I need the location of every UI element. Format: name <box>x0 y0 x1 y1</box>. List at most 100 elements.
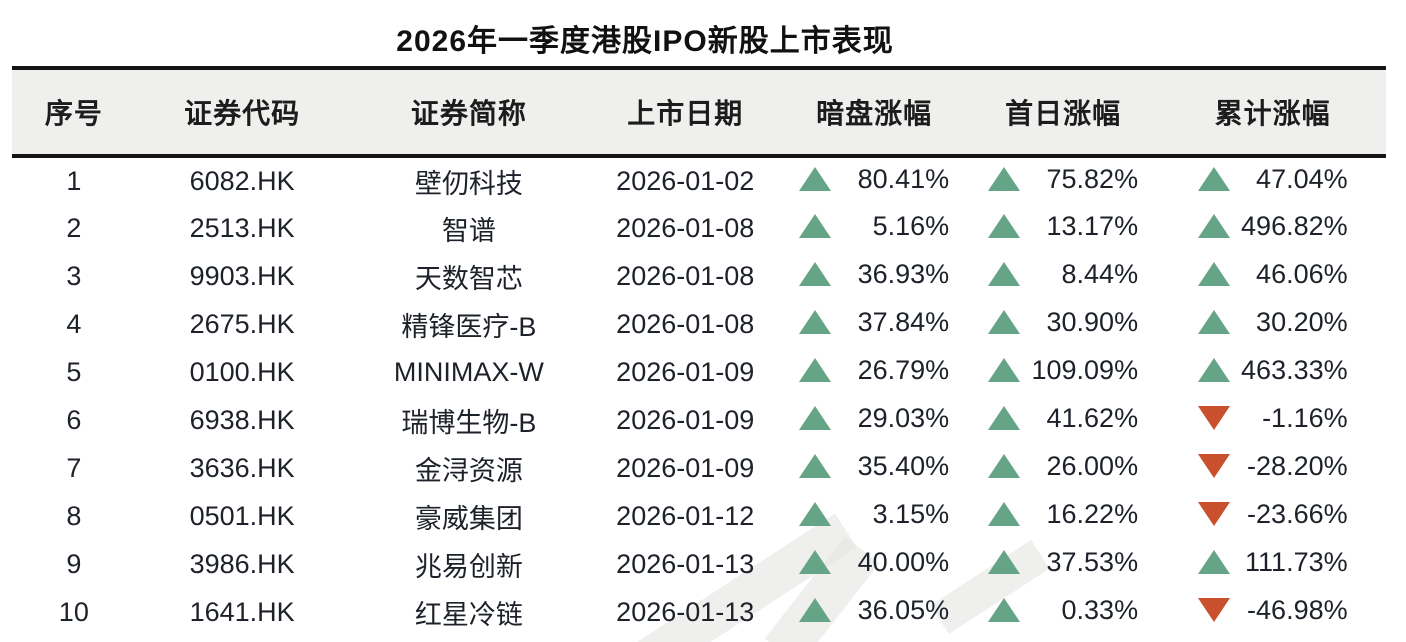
column-header-index: 序号 <box>44 98 103 129</box>
firstday-change-cell: 109.09% <box>967 348 1159 396</box>
darkpool-change-cell: 3.15% <box>781 492 966 540</box>
up-triangle-icon <box>988 550 1021 575</box>
darkpool-change-cell: 37.84% <box>781 300 966 348</box>
stock-code: 6082.HK <box>189 165 295 196</box>
row-index: 9 <box>66 548 82 579</box>
up-triangle-icon <box>988 310 1021 335</box>
up-triangle-icon <box>988 454 1021 479</box>
darkpool-change-cell: 36.93% <box>781 252 966 300</box>
cumulative-change-cell: -1.16% <box>1159 396 1386 444</box>
darkpool-change-cell: 36.05% <box>781 588 966 636</box>
column-header-name: 证券简称 <box>410 98 527 129</box>
firstday-change-value: 109.09% <box>1031 354 1139 385</box>
up-triangle-icon <box>988 502 1021 527</box>
table-row: 8 0501.HK 豪威集团 2026-01-12 3.15% 16.22% -… <box>12 492 1386 540</box>
up-triangle-icon <box>1197 550 1230 575</box>
row-index: 10 <box>58 596 89 627</box>
stock-name: 壁仞科技 <box>414 168 523 199</box>
darkpool-change-value: 5.16% <box>872 210 950 241</box>
row-index: 3 <box>66 260 82 291</box>
column-header-darkpool: 暗盘涨幅 <box>816 98 933 129</box>
table-header: 序号 证券代码 证券简称 上市日期 暗盘涨幅 首日涨幅 累计涨幅 <box>12 68 1386 156</box>
darkpool-change-cell: 26.79% <box>781 348 966 396</box>
cumulative-change-value: 496.82% <box>1241 210 1348 241</box>
darkpool-change-cell: 5.16% <box>781 204 966 252</box>
listing-date: 2026-01-09 <box>616 404 755 435</box>
column-header-date: 上市日期 <box>627 98 744 129</box>
table-row: 7 3636.HK 金浔资源 2026-01-09 35.40% 26.00% … <box>12 444 1386 492</box>
up-triangle-icon <box>799 167 832 192</box>
stock-code: 1641.HK <box>189 596 295 627</box>
darkpool-change-cell: 80.41% <box>781 156 966 204</box>
row-index: 5 <box>66 356 82 387</box>
listing-date: 2026-01-09 <box>616 452 755 483</box>
listing-date: 2026-01-09 <box>616 356 755 387</box>
cumulative-change-cell: 463.33% <box>1159 348 1386 396</box>
cumulative-change-cell: -46.98% <box>1159 588 1386 636</box>
row-index: 6 <box>66 404 82 435</box>
up-triangle-icon <box>1197 310 1230 335</box>
darkpool-change-value: 36.93% <box>857 258 950 289</box>
firstday-change-value: 41.62% <box>1046 402 1139 433</box>
table-row: 3 9903.HK 天数智芯 2026-01-08 36.93% 8.44% 4… <box>12 252 1386 300</box>
stock-code: 9903.HK <box>189 260 295 291</box>
row-index: 4 <box>66 308 82 339</box>
up-triangle-icon <box>988 598 1021 623</box>
cumulative-change-value: 463.33% <box>1241 354 1348 385</box>
up-triangle-icon <box>799 262 832 287</box>
firstday-change-value: 8.44% <box>1061 258 1139 289</box>
stock-name: MINIMAX-W <box>393 356 544 387</box>
stock-code: 2513.HK <box>189 212 295 243</box>
firstday-change-value: 26.00% <box>1046 450 1139 481</box>
listing-date: 2026-01-08 <box>616 260 755 291</box>
row-index: 7 <box>66 452 82 483</box>
page-title: 2026年一季度港股IPO新股上市表现 <box>396 25 894 58</box>
darkpool-change-cell: 40.00% <box>781 540 966 588</box>
stock-name: 金浔资源 <box>414 455 523 486</box>
up-triangle-icon <box>799 598 832 623</box>
stock-code: 2675.HK <box>189 308 295 339</box>
firstday-change-cell: 13.17% <box>967 204 1159 252</box>
up-triangle-icon <box>988 406 1021 431</box>
cumulative-change-value: -23.66% <box>1247 498 1348 529</box>
stock-code: 0100.HK <box>189 356 295 387</box>
row-index: 8 <box>66 500 82 531</box>
up-triangle-icon <box>1197 358 1230 383</box>
stock-name: 瑞博生物-B <box>401 407 537 438</box>
down-triangle-icon <box>1197 406 1230 431</box>
darkpool-change-value: 40.00% <box>857 546 950 577</box>
firstday-change-cell: 8.44% <box>967 252 1159 300</box>
stock-code: 0501.HK <box>189 500 295 531</box>
stock-name: 精锋医疗-B <box>401 311 537 342</box>
table-row: 1 6082.HK 壁仞科技 2026-01-02 80.41% 75.82% … <box>12 156 1386 204</box>
firstday-change-cell: 30.90% <box>967 300 1159 348</box>
down-triangle-icon <box>1197 598 1230 623</box>
firstday-change-value: 30.90% <box>1046 306 1139 337</box>
up-triangle-icon <box>799 502 832 527</box>
firstday-change-value: 75.82% <box>1046 163 1139 194</box>
up-triangle-icon <box>988 358 1021 383</box>
firstday-change-value: 16.22% <box>1046 498 1139 529</box>
up-triangle-icon <box>1197 167 1230 192</box>
cumulative-change-value: 111.73% <box>1245 546 1348 577</box>
stock-name: 豪威集团 <box>414 503 523 534</box>
firstday-change-cell: 41.62% <box>967 396 1159 444</box>
down-triangle-icon <box>1197 502 1230 527</box>
row-index: 2 <box>66 212 82 243</box>
listing-date: 2026-01-02 <box>616 165 755 196</box>
listing-date: 2026-01-13 <box>616 596 755 627</box>
stock-name: 红星冷链 <box>414 599 523 630</box>
table-row: 9 3986.HK 兆易创新 2026-01-13 40.00% 37.53% … <box>12 540 1386 588</box>
cumulative-change-value: -1.16% <box>1262 402 1348 433</box>
cumulative-change-cell: 111.73% <box>1159 540 1386 588</box>
table-row: 5 0100.HK MINIMAX-W 2026-01-09 26.79% 10… <box>12 348 1386 396</box>
up-triangle-icon <box>988 214 1021 239</box>
cumulative-change-value: 30.20% <box>1256 306 1348 337</box>
up-triangle-icon <box>1197 262 1230 287</box>
down-triangle-icon <box>1197 454 1230 479</box>
darkpool-change-value: 80.41% <box>857 163 950 194</box>
up-triangle-icon <box>799 310 832 335</box>
row-index: 1 <box>66 165 82 196</box>
firstday-change-value: 37.53% <box>1046 546 1139 577</box>
